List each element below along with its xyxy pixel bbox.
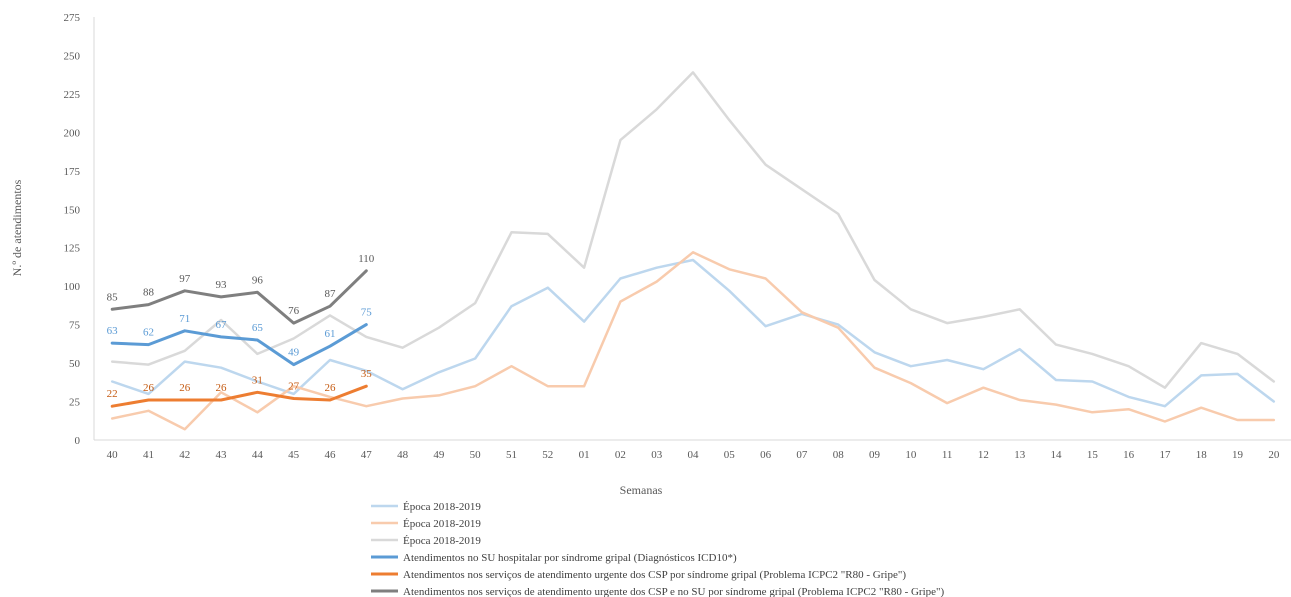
x-tick-label: 41 bbox=[143, 449, 154, 461]
y-tick-label: 50 bbox=[69, 358, 81, 370]
y-tick-label: 125 bbox=[64, 243, 81, 255]
data-label: 27 bbox=[288, 380, 300, 392]
legend-entry: Atendimentos nos serviços de atendimento… bbox=[403, 569, 906, 581]
data-label: 97 bbox=[179, 273, 191, 285]
data-label: 35 bbox=[361, 368, 373, 380]
x-tick-label: 05 bbox=[724, 449, 736, 461]
x-tick-label: 11 bbox=[942, 449, 953, 461]
x-tick-label: 47 bbox=[361, 449, 373, 461]
series-line-6 bbox=[110, 269, 368, 325]
x-tick-label: 46 bbox=[324, 449, 336, 461]
data-label: 49 bbox=[288, 347, 300, 359]
x-tick-label: 43 bbox=[216, 449, 228, 461]
x-tick-label: 20 bbox=[1268, 449, 1280, 461]
data-label: 88 bbox=[143, 287, 155, 299]
x-tick-label: 10 bbox=[905, 449, 917, 461]
x-tick-label: 01 bbox=[579, 449, 590, 461]
x-tick-label: 16 bbox=[1123, 449, 1135, 461]
series-line-1 bbox=[110, 258, 1276, 408]
x-tick-label: 06 bbox=[760, 449, 772, 461]
legend-entry: Época 2018-2019 bbox=[403, 501, 481, 513]
data-label: 62 bbox=[143, 327, 154, 339]
y-tick-label: 0 bbox=[75, 435, 81, 447]
series-line-3 bbox=[110, 71, 1276, 389]
x-tick-label: 08 bbox=[833, 449, 845, 461]
legend-entry: Atendimentos no SU hospitalar por síndro… bbox=[403, 552, 737, 564]
data-label: 26 bbox=[216, 382, 228, 394]
data-label: 26 bbox=[143, 382, 155, 394]
x-tick-label: 42 bbox=[179, 449, 190, 461]
data-label: 85 bbox=[107, 291, 119, 303]
legend: Época 2018-2019 Época 2018-2019 Época 2018… bbox=[371, 501, 945, 597]
series-line-4 bbox=[110, 323, 368, 367]
x-tick-label: 40 bbox=[107, 449, 119, 461]
x-tick-label: 49 bbox=[433, 449, 445, 461]
x-tick-label: 44 bbox=[252, 449, 264, 461]
y-tick-label: 25 bbox=[69, 397, 81, 409]
data-labels: 63 62 71 67 65 49 61 75 22 26 26 26 31 27 26 35 85 88 97 93… bbox=[107, 253, 375, 400]
y-axis-title: N.º de atendimentos bbox=[10, 179, 24, 276]
series-lines bbox=[110, 71, 1276, 431]
y-tick-label: 100 bbox=[64, 281, 81, 293]
x-tick-label: 18 bbox=[1196, 449, 1208, 461]
y-axis: 0 25 50 75 100 125 150 175 200 225 250 275 bbox=[64, 12, 95, 447]
data-label: 67 bbox=[216, 319, 228, 331]
y-tick-label: 200 bbox=[64, 127, 81, 139]
data-label: 93 bbox=[216, 279, 228, 291]
data-label: 87 bbox=[324, 288, 336, 300]
x-tick-label: 45 bbox=[288, 449, 300, 461]
x-tick-label: 03 bbox=[651, 449, 663, 461]
data-label: 110 bbox=[358, 253, 375, 265]
x-tick-label: 09 bbox=[869, 449, 881, 461]
y-tick-label: 225 bbox=[64, 89, 81, 101]
y-tick-label: 175 bbox=[64, 166, 81, 178]
x-tick-label: 02 bbox=[615, 449, 626, 461]
data-label: 71 bbox=[179, 313, 190, 325]
legend-entry: Época 2018-2019 bbox=[403, 518, 481, 530]
data-label: 26 bbox=[324, 382, 336, 394]
x-tick-label: 48 bbox=[397, 449, 409, 461]
x-tick-label: 12 bbox=[978, 449, 989, 461]
x-axis: 40 41 42 43 44 45 46 47 48 49 50 51 52 01 02 03 04 05 06 07… bbox=[94, 439, 1291, 461]
data-label: 76 bbox=[288, 305, 300, 317]
x-tick-label: 13 bbox=[1014, 449, 1026, 461]
data-label: 31 bbox=[252, 374, 263, 386]
y-tick-label: 250 bbox=[64, 50, 81, 62]
data-label: 96 bbox=[252, 274, 264, 286]
legend-entry: Época 2018-2019 bbox=[403, 535, 481, 547]
x-tick-label: 07 bbox=[796, 449, 808, 461]
x-tick-label: 19 bbox=[1232, 449, 1244, 461]
data-label: 26 bbox=[179, 382, 191, 394]
series-line-5 bbox=[110, 384, 368, 408]
y-tick-label: 275 bbox=[64, 12, 81, 24]
data-label: 75 bbox=[361, 307, 373, 319]
data-label: 65 bbox=[252, 322, 264, 334]
x-tick-label: 15 bbox=[1087, 449, 1099, 461]
y-tick-label: 150 bbox=[64, 204, 81, 216]
x-tick-label: 51 bbox=[506, 449, 517, 461]
x-axis-title: Semanas bbox=[620, 483, 663, 497]
x-tick-label: 52 bbox=[542, 449, 553, 461]
x-tick-label: 17 bbox=[1159, 449, 1171, 461]
data-label: 22 bbox=[107, 388, 118, 400]
data-label: 61 bbox=[324, 328, 335, 340]
x-tick-label: 50 bbox=[470, 449, 482, 461]
x-tick-label: 04 bbox=[688, 449, 700, 461]
legend-entry: Atendimentos nos serviços de atendimento… bbox=[403, 586, 945, 597]
data-label: 63 bbox=[107, 325, 119, 337]
y-tick-label: 75 bbox=[69, 320, 81, 332]
x-tick-label: 14 bbox=[1051, 449, 1063, 461]
series-line-2 bbox=[110, 251, 1276, 431]
